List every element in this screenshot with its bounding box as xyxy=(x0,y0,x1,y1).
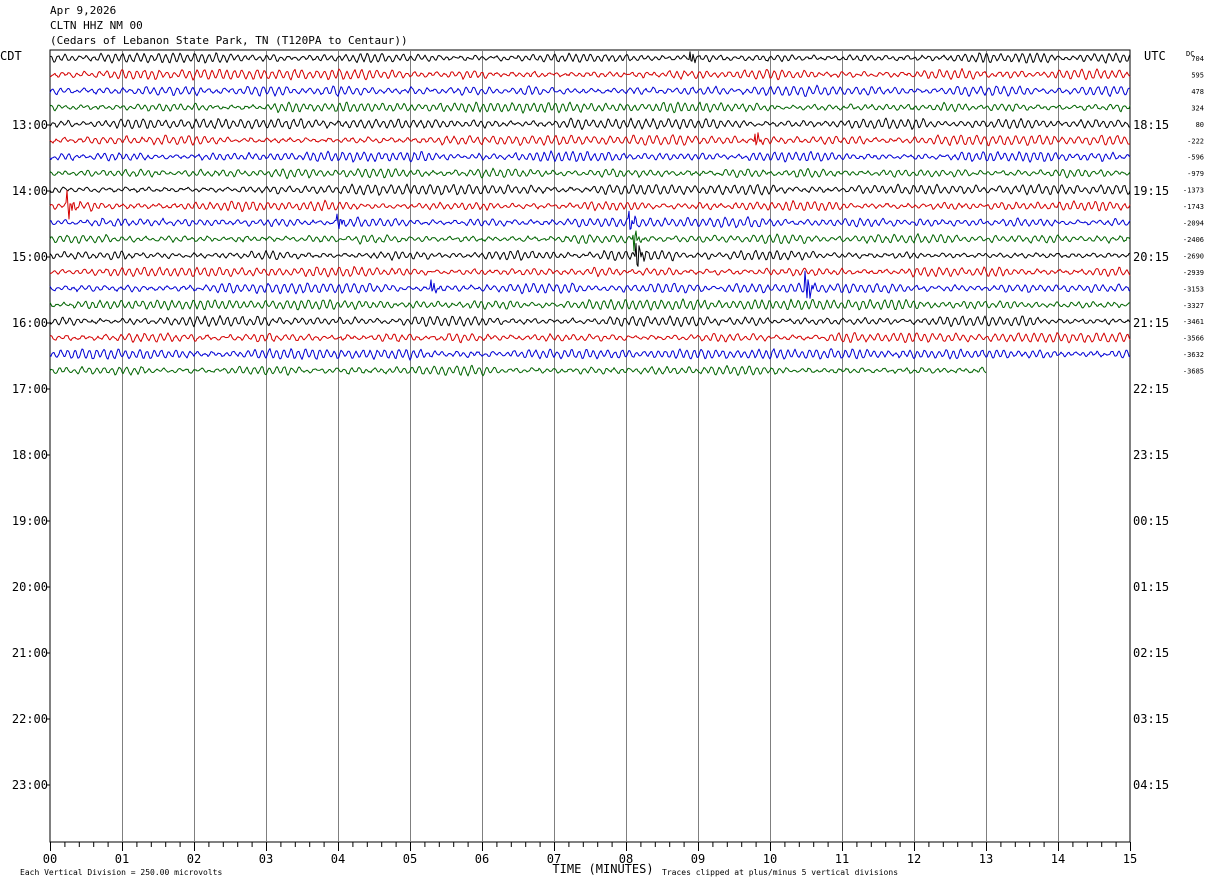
dc-offset-label: -222 xyxy=(1187,137,1204,145)
seismic-trace-6 xyxy=(49,132,1131,147)
utc-hour-label: 00:15 xyxy=(1133,514,1169,528)
seismic-trace-13 xyxy=(49,243,1131,267)
cdt-hour-label: 15:00 xyxy=(12,250,48,264)
dc-offset-label: 595 xyxy=(1191,71,1204,79)
x-tick-label: 03 xyxy=(259,852,273,866)
seismic-trace-1 xyxy=(49,51,1131,64)
dc-offset-label: 704 xyxy=(1191,55,1204,63)
seismic-trace-19 xyxy=(49,348,1131,361)
utc-hour-label: 23:15 xyxy=(1133,448,1169,462)
seismic-trace-5 xyxy=(49,117,1131,130)
seismic-trace-15 xyxy=(49,270,1131,299)
utc-hour-label: 01:15 xyxy=(1133,580,1169,594)
location-label: (Cedars of Lebanon State Park, TN (T120P… xyxy=(50,34,408,47)
dc-offset-label: -2406 xyxy=(1183,236,1204,244)
seismic-trace-10 xyxy=(49,190,1131,220)
cdt-hour-label: 14:00 xyxy=(12,184,48,198)
cdt-hour-label: 22:00 xyxy=(12,712,48,726)
seismic-trace-4 xyxy=(49,101,1131,114)
dc-offset-label: -1373 xyxy=(1183,187,1204,195)
x-tick-label: 06 xyxy=(475,852,489,866)
seismic-trace-17 xyxy=(49,315,1131,328)
x-tick-label: 14 xyxy=(1051,852,1065,866)
x-tick-label: 15 xyxy=(1123,852,1137,866)
seismic-trace-18 xyxy=(49,332,1131,344)
dc-offset-label: 478 xyxy=(1191,88,1204,96)
utc-hour-label: 18:15 xyxy=(1133,118,1169,132)
dc-offset-label: -2690 xyxy=(1183,252,1204,260)
cdt-hour-label: 18:00 xyxy=(12,448,48,462)
plot-frame xyxy=(49,49,1131,843)
utc-hour-label: 19:15 xyxy=(1133,184,1169,198)
seismic-trace-7 xyxy=(49,150,1131,163)
seismic-trace-8 xyxy=(49,167,1131,180)
cdt-hour-label: 23:00 xyxy=(12,778,48,792)
dc-offset-label: -3461 xyxy=(1183,318,1204,326)
utc-hour-label: 21:15 xyxy=(1133,316,1169,330)
x-tick-label: 07 xyxy=(547,852,561,866)
utc-label: UTC xyxy=(1144,49,1166,63)
dc-offset-label: -3327 xyxy=(1183,302,1204,310)
seismic-trace-11 xyxy=(49,210,1131,230)
dc-label: DC xyxy=(1186,50,1194,58)
cdt-hour-label: 19:00 xyxy=(12,514,48,528)
x-axis-label: TIME (MINUTES) xyxy=(552,862,653,876)
dc-offset-label: -3685 xyxy=(1183,368,1204,376)
station-label: CLTN HHZ NM 00 xyxy=(50,19,143,32)
dc-offset-label: 324 xyxy=(1191,104,1204,112)
dc-offset-label: -3566 xyxy=(1183,335,1204,343)
cdt-hour-label: 20:00 xyxy=(12,580,48,594)
utc-hour-label: 04:15 xyxy=(1133,778,1169,792)
x-tick-label: 09 xyxy=(691,852,705,866)
dc-offset-label: -2094 xyxy=(1183,220,1204,228)
x-tick-label: 04 xyxy=(331,852,345,866)
cdt-hour-label: 21:00 xyxy=(12,646,48,660)
dc-offset-label: -1743 xyxy=(1183,203,1204,211)
cdt-label: CDT xyxy=(0,49,22,63)
seismic-trace-20 xyxy=(49,364,987,377)
seismic-trace-9 xyxy=(49,183,1131,196)
cdt-hour-label: 17:00 xyxy=(12,382,48,396)
x-tick-label: 01 xyxy=(115,852,129,866)
x-tick-label: 05 xyxy=(403,852,417,866)
clip-note: Traces clipped at plus/minus 5 vertical … xyxy=(662,868,898,877)
cdt-hour-label: 16:00 xyxy=(12,316,48,330)
utc-hour-label: 03:15 xyxy=(1133,712,1169,726)
dc-offset-label: -596 xyxy=(1187,154,1204,162)
x-tick-label: 13 xyxy=(979,852,993,866)
date-label: Apr 9,2026 xyxy=(50,4,117,17)
x-tick-label: 10 xyxy=(763,852,777,866)
seismic-trace-14 xyxy=(49,266,1131,278)
dc-offset-label: -2939 xyxy=(1183,269,1204,277)
x-tick-label: 00 xyxy=(43,852,57,866)
dc-offset-label: -3632 xyxy=(1183,351,1204,359)
x-tick-label: 08 xyxy=(619,852,633,866)
x-tick-label: 12 xyxy=(907,852,921,866)
seismic-trace-2 xyxy=(49,68,1131,81)
dc-offset-label: -3153 xyxy=(1183,285,1204,293)
utc-hour-label: 22:15 xyxy=(1133,382,1169,396)
utc-hour-label: 02:15 xyxy=(1133,646,1169,660)
seismic-trace-3 xyxy=(49,84,1131,97)
dc-offset-label: 80 xyxy=(1196,121,1204,129)
cdt-hour-label: 13:00 xyxy=(12,118,48,132)
utc-hour-label: 20:15 xyxy=(1133,250,1169,264)
x-tick-label: 02 xyxy=(187,852,201,866)
seismic-trace-12 xyxy=(49,230,1131,252)
x-tick-label: 11 xyxy=(835,852,849,866)
scale-note: Each Vertical Division = 250.00 microvol… xyxy=(20,868,222,877)
seismic-trace-16 xyxy=(49,298,1131,311)
dc-offset-label: -979 xyxy=(1187,170,1204,178)
